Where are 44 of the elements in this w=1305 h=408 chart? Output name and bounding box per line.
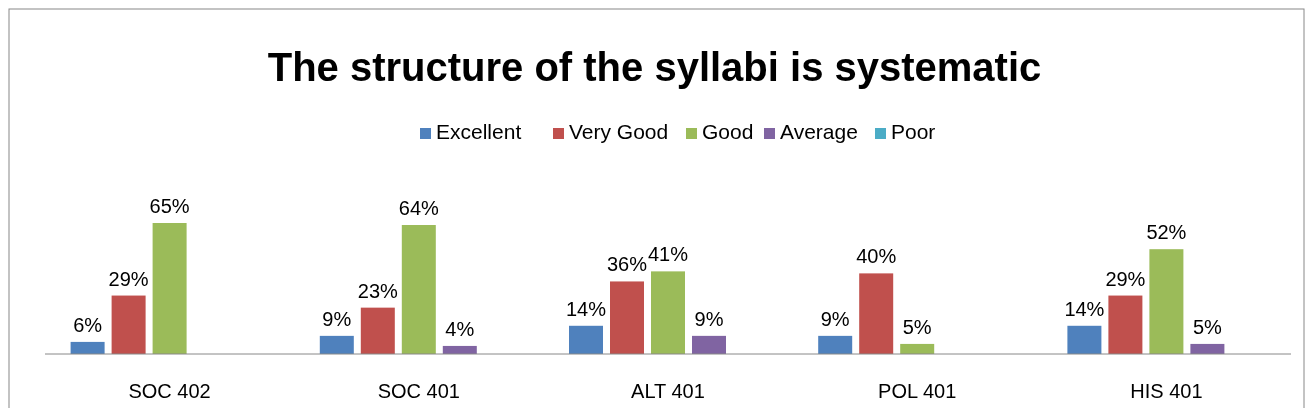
data-label: 29% [1105,267,1146,290]
data-label: 5% [1192,315,1223,338]
bar [401,225,436,354]
data-label: 14% [1064,297,1105,320]
data-label: 23% [357,279,399,302]
data-label: 41% [647,243,689,266]
x-tick-label: SOC 402 [128,380,211,402]
bar [360,307,395,354]
bar [111,295,146,354]
data-label: 4% [445,317,475,340]
bar [818,335,853,354]
legend-label: Excellent [436,120,522,143]
bar [70,341,105,354]
data-label: 9% [694,307,724,330]
data-label: 6% [73,313,103,336]
legend-label: Good [702,120,754,143]
bar [319,335,354,354]
bar [152,223,187,354]
bar [569,325,603,354]
legend-label: Very Good [569,120,669,143]
bar [651,271,685,354]
x-tick-label: SOC 401 [377,380,460,402]
bar [1108,295,1143,354]
data-label: 64% [398,197,440,220]
data-label: 9% [322,307,352,330]
x-tick-label: ALT 401 [631,380,705,402]
data-label: 65% [149,195,190,217]
data-label: 29% [108,267,149,290]
bar [610,281,644,354]
legend-label: Poor [891,120,936,143]
chart-title: The structure of the syllabi is systematic [267,45,1042,89]
x-tick-label: POL 401 [878,380,957,402]
bar [859,273,894,354]
data-label: 36% [606,253,648,276]
data-label: 52% [1146,221,1187,244]
legend-label: Average [780,120,858,143]
data-label: 40% [856,245,897,268]
data-label: 14% [565,297,607,320]
x-tick-label: HIS 401 [1130,380,1203,402]
bar [1149,249,1184,354]
data-label: 9% [820,307,850,330]
data-label: 5% [902,315,932,338]
bar [1067,325,1102,354]
bar [692,335,726,354]
